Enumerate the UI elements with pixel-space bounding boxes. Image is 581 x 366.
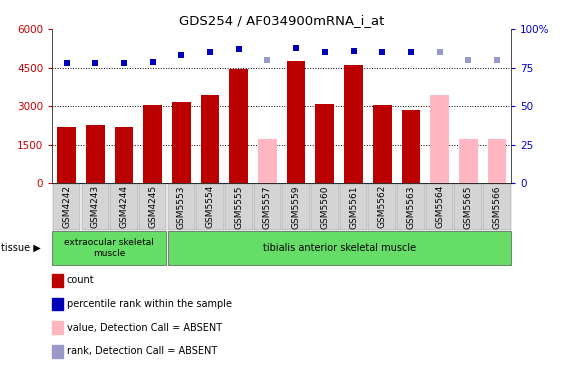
Text: GSM4243: GSM4243 [91,185,100,228]
Text: GSM5555: GSM5555 [234,185,243,228]
Bar [401,110,420,183]
Bar [144,105,162,183]
Text: GSM5557: GSM5557 [263,185,272,228]
Text: GSM5566: GSM5566 [493,185,501,228]
Bar [315,104,334,183]
Text: GSM5559: GSM5559 [292,185,300,228]
Text: GSM5565: GSM5565 [464,185,473,228]
Bar [229,69,248,183]
Text: GSM5560: GSM5560 [320,185,329,228]
Text: GSM5553: GSM5553 [177,185,186,228]
Text: GSM5563: GSM5563 [406,185,415,228]
Text: tissue ▶: tissue ▶ [1,243,40,253]
Text: GSM4242: GSM4242 [62,185,71,228]
Text: GSM4244: GSM4244 [120,185,128,228]
Bar [114,127,133,183]
Bar [459,139,478,183]
Bar [487,139,506,183]
Bar [201,94,220,183]
Text: extraocular skeletal
muscle: extraocular skeletal muscle [64,238,154,258]
Text: value, Detection Call = ABSENT: value, Detection Call = ABSENT [67,322,222,333]
Bar [373,105,392,183]
Bar [86,125,105,183]
Bar [344,65,363,183]
Title: GDS254 / AF034900mRNA_i_at: GDS254 / AF034900mRNA_i_at [179,14,385,27]
Text: GSM4245: GSM4245 [148,185,157,228]
Text: tibialis anterior skeletal muscle: tibialis anterior skeletal muscle [263,243,417,253]
Text: GSM5554: GSM5554 [206,185,214,228]
Bar [431,94,449,183]
Bar [172,102,191,183]
Text: GSM5561: GSM5561 [349,185,358,228]
Bar [258,139,277,183]
Text: GSM5564: GSM5564 [435,185,444,228]
Bar [58,127,76,183]
Bar [287,61,306,183]
Text: rank, Detection Call = ABSENT: rank, Detection Call = ABSENT [67,346,217,356]
Text: GSM5562: GSM5562 [378,185,387,228]
Text: count: count [67,275,95,285]
Text: percentile rank within the sample: percentile rank within the sample [67,299,232,309]
